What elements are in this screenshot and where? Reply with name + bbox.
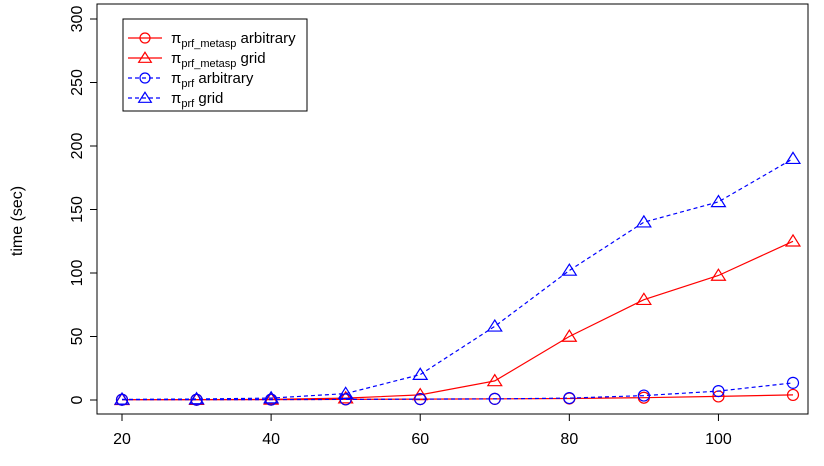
data-point	[188, 391, 205, 405]
data-point	[561, 329, 578, 342]
data-point	[337, 386, 354, 399]
data-point	[712, 385, 725, 398]
data-point	[137, 51, 153, 63]
series-3	[115, 376, 800, 406]
axes: 20 40 60 80 100 0 50 100 150 200 250 300	[69, 6, 732, 448]
y-axis-title: time (sec)	[9, 186, 26, 256]
data-point	[137, 91, 153, 103]
y-tick-label: 50	[69, 328, 86, 346]
y-tick-label: 250	[69, 69, 86, 96]
data-point	[339, 393, 352, 406]
data-point	[337, 390, 354, 404]
y-tick-label: 200	[69, 133, 86, 160]
data-point	[561, 263, 578, 276]
data-point	[263, 391, 280, 405]
data-point	[710, 194, 727, 208]
x-tick-label: 100	[705, 431, 732, 448]
data-point	[113, 391, 131, 405]
series-layer	[113, 151, 802, 406]
data-point	[412, 367, 429, 380]
series-2	[113, 233, 802, 406]
legend-entry: πprf_metasp grid	[171, 50, 266, 70]
data-point	[414, 393, 427, 406]
data-point	[635, 214, 652, 228]
data-point	[488, 392, 501, 405]
legend-entry: πprf arbitrary	[171, 70, 254, 90]
y-tick-label: 100	[69, 260, 86, 287]
series-line	[121, 240, 794, 401]
data-point	[486, 318, 503, 332]
data-point	[115, 393, 129, 406]
data-point	[637, 389, 650, 402]
data-point	[190, 393, 203, 406]
data-point	[786, 388, 800, 402]
data-point	[263, 390, 280, 404]
x-tick-label: 80	[560, 431, 578, 448]
legend-entry: πprf_metasp arbitrary	[171, 30, 296, 50]
data-point	[784, 151, 802, 165]
data-point	[710, 268, 727, 281]
data-point	[784, 233, 802, 247]
data-point	[786, 376, 800, 389]
data-point	[563, 391, 576, 405]
legend-entry: πprf grid	[171, 90, 223, 110]
series-1	[115, 388, 800, 406]
series-4	[113, 151, 802, 405]
x-tick-label: 20	[113, 431, 131, 448]
data-point	[486, 373, 503, 387]
data-point	[139, 72, 151, 84]
y-tick-label: 0	[69, 395, 86, 404]
x-tick-label: 40	[262, 431, 280, 448]
x-tick-label: 60	[411, 431, 429, 448]
data-point	[635, 292, 652, 306]
y-tick-label: 150	[69, 196, 86, 223]
y-tick-label: 300	[69, 6, 86, 33]
series-line	[121, 158, 794, 400]
data-point	[139, 32, 151, 44]
legend-box	[122, 18, 308, 112]
